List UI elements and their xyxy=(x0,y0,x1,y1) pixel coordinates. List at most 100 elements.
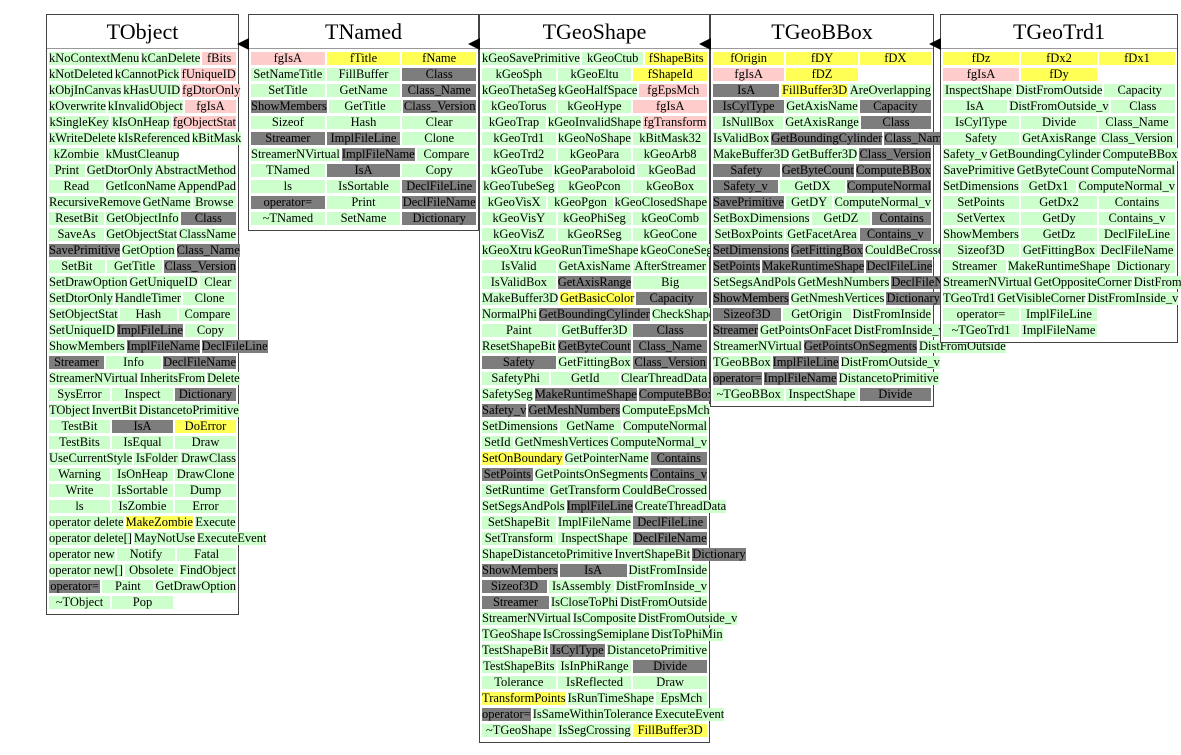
member-cell[interactable]: fgIsA xyxy=(943,68,1019,81)
member-cell[interactable]: InheritsFrom xyxy=(139,371,206,385)
member-cell[interactable]: DistFromInside_v xyxy=(1087,291,1179,305)
member-cell[interactable]: GetTitle xyxy=(106,260,163,273)
member-cell[interactable]: GetFacetArea xyxy=(786,227,858,241)
member-cell[interactable]: Sizeof3D xyxy=(713,308,781,321)
member-cell[interactable]: IsA xyxy=(713,84,780,97)
member-cell[interactable]: Delete xyxy=(207,371,240,385)
member-cell[interactable]: SavePrimitive xyxy=(49,243,120,257)
member-cell[interactable]: kMustCleanup xyxy=(105,147,180,161)
member-cell[interactable]: ShowMembers xyxy=(251,99,327,113)
member-cell[interactable]: CouldBeCrossed xyxy=(622,483,707,497)
member-cell[interactable]: Contains xyxy=(650,452,707,465)
member-cell[interactable]: SetBoxPoints xyxy=(713,227,785,241)
member-cell[interactable]: Safety_v xyxy=(482,403,527,417)
member-cell[interactable]: Obsolete xyxy=(124,564,178,577)
member-cell[interactable]: DeclFileLine xyxy=(402,180,477,193)
member-cell[interactable]: ImplFileName xyxy=(1021,323,1097,337)
member-cell[interactable]: Safety_v xyxy=(713,180,778,193)
member-cell[interactable]: kObjInCanvas xyxy=(49,83,122,97)
member-cell[interactable]: ComputeNormal_v xyxy=(1078,179,1175,193)
member-cell[interactable]: Warning xyxy=(49,468,110,481)
member-cell[interactable]: GetAxisName xyxy=(557,259,632,273)
member-cell[interactable]: GetOption xyxy=(121,243,175,257)
member-cell[interactable]: FillBuffer3D xyxy=(633,724,708,737)
member-cell[interactable]: Fatal xyxy=(177,548,237,561)
member-cell[interactable]: fgIsA xyxy=(184,100,236,113)
member-cell[interactable]: IsValidBox xyxy=(713,131,770,145)
member-cell[interactable]: GetOrigin xyxy=(782,308,851,321)
member-cell[interactable]: Class_Version xyxy=(1099,132,1175,145)
member-cell[interactable]: IsCrossingSemiplane xyxy=(543,627,650,641)
member-cell[interactable]: SafetySeg xyxy=(482,387,533,401)
class-title[interactable]: TNamed xyxy=(249,15,478,49)
member-cell[interactable]: fDz xyxy=(943,52,1019,65)
member-cell[interactable]: ExecuteEvent xyxy=(197,531,267,545)
member-cell[interactable]: GetTransform xyxy=(549,483,621,497)
member-cell[interactable]: InvertBit xyxy=(91,403,137,417)
member-cell[interactable]: kGeoCtub xyxy=(581,52,644,65)
member-cell[interactable]: Draw xyxy=(175,436,236,449)
member-cell[interactable]: GetName xyxy=(142,195,191,209)
member-cell[interactable]: DrawClass xyxy=(181,451,236,465)
member-cell[interactable]: operator= xyxy=(49,579,101,593)
member-cell[interactable]: kGeoNoShape xyxy=(557,131,632,145)
member-cell[interactable]: Clone xyxy=(402,132,477,145)
member-cell[interactable]: ClassName xyxy=(179,227,236,241)
member-cell[interactable]: MakeRuntimeShape xyxy=(1007,259,1111,273)
member-cell[interactable]: fgDtorOnly xyxy=(182,83,241,97)
member-cell[interactable]: GetDz xyxy=(1021,228,1097,241)
member-cell[interactable]: IsFolder xyxy=(134,451,180,465)
member-cell[interactable]: ComputeNormal_v xyxy=(610,435,707,449)
member-cell[interactable]: fBits xyxy=(202,52,236,65)
member-cell[interactable]: kHasUUID xyxy=(123,83,181,97)
member-cell[interactable]: UseCurrentStyle xyxy=(49,451,133,465)
member-cell[interactable]: GetByteCount xyxy=(557,339,632,353)
member-cell[interactable]: GetBoundingCylinder xyxy=(989,147,1101,161)
member-cell[interactable]: kGeoParaboloid xyxy=(553,163,636,177)
member-cell[interactable]: MakeRuntimeShape xyxy=(762,259,865,273)
member-cell[interactable]: DeclFileLine xyxy=(201,339,268,353)
member-cell[interactable]: SetVertex xyxy=(943,212,1019,225)
member-cell[interactable]: GetName xyxy=(326,84,401,97)
member-cell[interactable]: kBitMask xyxy=(192,131,242,145)
member-cell[interactable]: operator delete[] xyxy=(49,531,132,545)
member-cell[interactable]: kCanDelete xyxy=(141,51,201,65)
member-cell[interactable]: TObject xyxy=(49,403,90,417)
member-cell[interactable]: InvertShapeBit xyxy=(614,547,691,561)
member-cell[interactable]: DistFromOutside xyxy=(620,595,707,609)
member-cell[interactable]: CreateThreadData xyxy=(634,499,727,513)
member-cell[interactable]: Info xyxy=(106,356,162,369)
member-cell[interactable]: NormalPhi xyxy=(482,307,537,321)
member-cell[interactable]: ImplFileName xyxy=(126,339,200,353)
member-cell[interactable]: ~TObject xyxy=(49,596,110,609)
member-cell[interactable]: GetBoundingCylinder xyxy=(771,131,883,145)
member-cell[interactable]: Streamer xyxy=(482,596,549,609)
member-cell[interactable]: GetDtorOnly xyxy=(86,163,153,177)
member-cell[interactable]: fDX xyxy=(859,52,931,65)
member-cell[interactable]: Capacity xyxy=(859,100,932,113)
member-cell[interactable]: fgIsA xyxy=(633,100,708,113)
member-cell[interactable]: GetMeshNumbers xyxy=(528,403,621,417)
member-cell[interactable]: SetObjectStat xyxy=(49,307,118,321)
member-cell[interactable]: DeclFileName xyxy=(163,355,237,369)
member-cell[interactable]: fDy xyxy=(1021,68,1097,81)
member-cell[interactable]: ShowMembers xyxy=(49,339,125,353)
member-cell[interactable]: kGeoTubeSeg xyxy=(482,179,556,193)
member-cell[interactable]: SetPoints xyxy=(943,196,1019,209)
member-cell[interactable]: Draw xyxy=(633,676,708,689)
member-cell[interactable]: TestShapeBits xyxy=(482,659,556,673)
member-cell[interactable]: FillBuffer xyxy=(326,68,401,81)
member-cell[interactable]: GetBasicColor xyxy=(560,291,635,305)
member-cell[interactable]: Copy xyxy=(402,164,477,177)
member-cell[interactable]: fShapeBits xyxy=(645,52,707,65)
member-cell[interactable]: IsSortable xyxy=(326,180,401,193)
member-cell[interactable]: GetPointsOnSegments xyxy=(534,467,649,481)
member-cell[interactable]: Compare xyxy=(178,308,236,321)
member-cell[interactable]: FillBuffer3D xyxy=(781,83,848,97)
member-cell[interactable]: Dictionary xyxy=(886,291,940,305)
member-cell[interactable]: SetSegsAndPols xyxy=(482,499,565,513)
member-cell[interactable]: GetPointsOnSegments xyxy=(803,339,918,353)
member-cell[interactable]: Class_Name xyxy=(884,131,948,145)
member-cell[interactable]: SafetyPhi xyxy=(482,372,550,385)
member-cell[interactable]: Sizeof3D xyxy=(943,244,1019,257)
